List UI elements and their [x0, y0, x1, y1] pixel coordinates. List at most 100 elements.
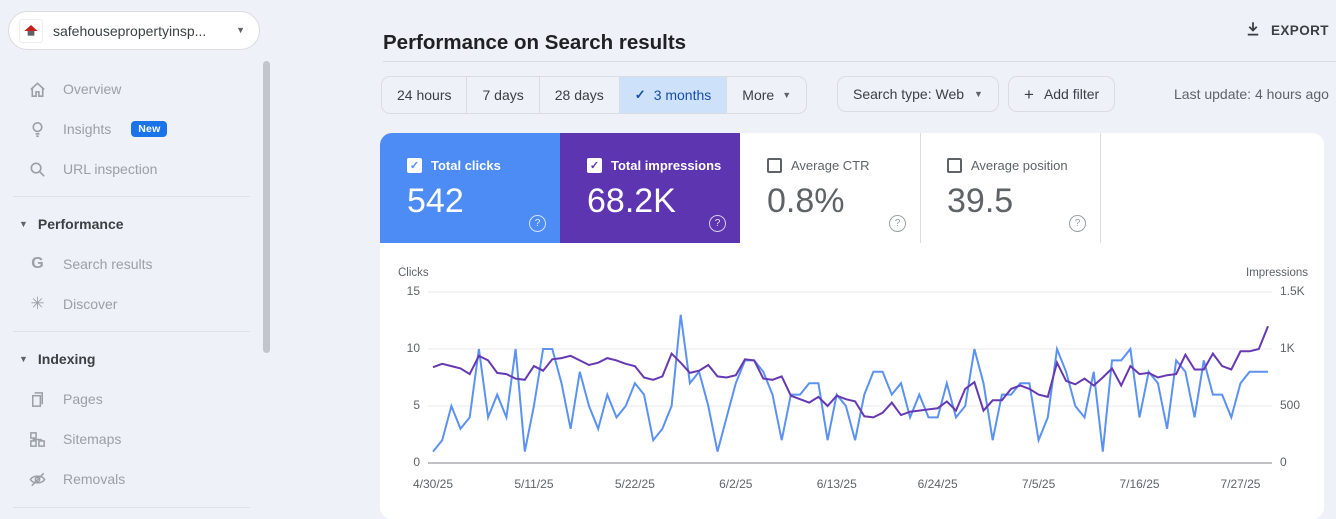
help-icon[interactable]: ? — [889, 215, 906, 232]
pages-icon — [28, 390, 47, 409]
axis-tick-label: 7/27/25 — [1220, 477, 1261, 491]
home-icon — [28, 80, 47, 99]
checkbox-unchecked-icon[interactable] — [767, 158, 782, 173]
section-label: Indexing — [37, 351, 96, 367]
lightbulb-icon — [28, 120, 47, 139]
sitemap-icon — [28, 430, 47, 449]
sidebar-item-search-results[interactable]: G Search results — [0, 244, 258, 284]
sidebar-item-label: Removals — [63, 471, 126, 487]
download-icon — [1244, 20, 1262, 41]
sidebar-item-insights[interactable]: Insights New — [0, 109, 258, 149]
sidebar-item-removals[interactable]: Removals — [0, 459, 258, 499]
range-label: 28 days — [554, 87, 604, 103]
date-range-group: 24 hours 7 days 28 days ✓ 3 months More … — [381, 76, 808, 114]
sidebar-scrollbar[interactable] — [263, 61, 270, 353]
performance-panel: ✓ Total clicks 542 ? ✓ Total impressions… — [380, 133, 1324, 519]
triangle-down-icon: ▼ — [19, 353, 28, 364]
sidebar-item-sitemaps[interactable]: Sitemaps — [0, 419, 258, 459]
sidebar-item-label: Overview — [63, 81, 122, 97]
checkbox-checked-icon[interactable]: ✓ — [587, 158, 602, 173]
sidebar-item-label: Discover — [63, 296, 118, 312]
sidebar-item-label: URL inspection — [63, 161, 158, 177]
axis-tick-label: 5 — [413, 398, 420, 412]
sidebar-divider — [13, 331, 250, 332]
search-type-label: Search type: Web — [853, 86, 965, 102]
axis-tick-label: 0 — [1280, 455, 1287, 469]
export-button[interactable]: EXPORT — [1244, 20, 1329, 41]
sidebar-section-performance[interactable]: ▼ Performance — [0, 210, 258, 238]
performance-line-chart[interactable] — [428, 285, 1276, 471]
card-value: 542 — [407, 182, 464, 220]
help-icon[interactable]: ? — [1069, 215, 1086, 232]
chevron-down-icon: ▼ — [782, 89, 792, 100]
axis-tick-label: 6/24/25 — [917, 477, 958, 491]
left-axis-title: Clicks — [398, 267, 429, 279]
add-filter-label: Add filter — [1043, 86, 1100, 102]
property-selector[interactable]: safehousepropertyinsp... ▼ — [8, 11, 260, 50]
plus-icon: + — [1024, 84, 1034, 104]
axis-tick-label: 15 — [406, 284, 420, 298]
metric-cards: ✓ Total clicks 542 ? ✓ Total impressions… — [380, 133, 1100, 243]
card-value: 39.5 — [947, 182, 1014, 220]
range-label: 3 months — [653, 87, 712, 103]
range-more[interactable]: More ▼ — [726, 77, 806, 113]
sidebar-item-url-inspection[interactable]: URL inspection — [0, 149, 258, 189]
axis-tick-label: 10 — [406, 341, 420, 355]
chevron-down-icon: ▼ — [974, 88, 983, 99]
discover-asterisk-icon: ✳ — [30, 294, 45, 313]
checkbox-unchecked-icon[interactable] — [947, 158, 962, 173]
eye-off-icon — [28, 470, 47, 489]
axis-tick-label: 6/2/25 — [719, 477, 753, 491]
chevron-down-icon: ▼ — [236, 25, 245, 35]
sidebar: safehousepropertyinsp... ▼ Overview Insi… — [0, 0, 280, 519]
site-favicon-icon — [19, 18, 43, 43]
axis-tick-label: 4/30/25 — [412, 477, 454, 491]
axis-tick-label: 7/5/25 — [1021, 477, 1056, 491]
range-label: More — [742, 87, 775, 103]
range-28-days[interactable]: 28 days — [538, 77, 619, 113]
card-label: Total impressions — [611, 158, 722, 173]
sidebar-item-pages[interactable]: Pages — [0, 379, 258, 419]
sidebar-divider — [13, 507, 250, 508]
sidebar-item-label: Search results — [63, 256, 153, 272]
axis-tick-label: 7/16/25 — [1119, 477, 1160, 491]
last-update-text: Last update: 4 hours ago — [1174, 86, 1329, 102]
sidebar-item-label: Insights — [63, 121, 112, 137]
sidebar-divider — [13, 196, 250, 197]
card-divider — [1100, 133, 1101, 243]
sidebar-item-overview[interactable]: Overview — [0, 69, 258, 109]
help-icon[interactable]: ? — [709, 215, 726, 232]
export-label: EXPORT — [1271, 23, 1329, 38]
google-g-icon: G — [31, 255, 44, 272]
help-icon[interactable]: ? — [529, 215, 546, 232]
axis-tick-label: 500 — [1280, 398, 1301, 412]
card-total-clicks[interactable]: ✓ Total clicks 542 ? — [380, 133, 560, 243]
range-label: 24 hours — [397, 87, 452, 103]
checkbox-checked-icon[interactable]: ✓ — [407, 158, 422, 173]
card-label: Average CTR — [791, 158, 870, 173]
search-icon — [28, 160, 47, 179]
card-value: 68.2K — [587, 182, 676, 220]
sidebar-section-indexing[interactable]: ▼ Indexing — [0, 345, 258, 373]
triangle-down-icon: ▼ — [19, 218, 28, 229]
search-type-dropdown[interactable]: Search type: Web ▼ — [837, 76, 999, 112]
range-3-months-selected[interactable]: ✓ 3 months — [618, 77, 727, 113]
card-average-ctr[interactable]: Average CTR 0.8% ? — [740, 133, 920, 243]
section-label: Performance — [37, 216, 124, 232]
axis-tick-label: 0 — [413, 455, 420, 469]
add-filter-button[interactable]: + Add filter — [1008, 76, 1116, 112]
card-average-position[interactable]: Average position 39.5 ? — [920, 133, 1100, 243]
property-name: safehousepropertyinsp... — [53, 22, 207, 39]
range-7-days[interactable]: 7 days — [466, 77, 538, 113]
axis-tick-label: 1K — [1280, 341, 1295, 355]
sidebar-item-label: Sitemaps — [63, 431, 122, 447]
page-title: Performance on Search results — [383, 30, 687, 54]
sidebar-item-discover[interactable]: ✳ Discover — [0, 284, 258, 324]
range-24-hours[interactable]: 24 hours — [382, 77, 466, 113]
axis-tick-label: 5/22/25 — [614, 477, 655, 491]
card-label: Average position — [971, 158, 1068, 173]
axis-tick-label: 6/13/25 — [816, 477, 857, 491]
sidebar-item-label: Pages — [63, 391, 103, 407]
checkmark-icon: ✓ — [634, 87, 646, 102]
card-total-impressions[interactable]: ✓ Total impressions 68.2K ? — [560, 133, 740, 243]
